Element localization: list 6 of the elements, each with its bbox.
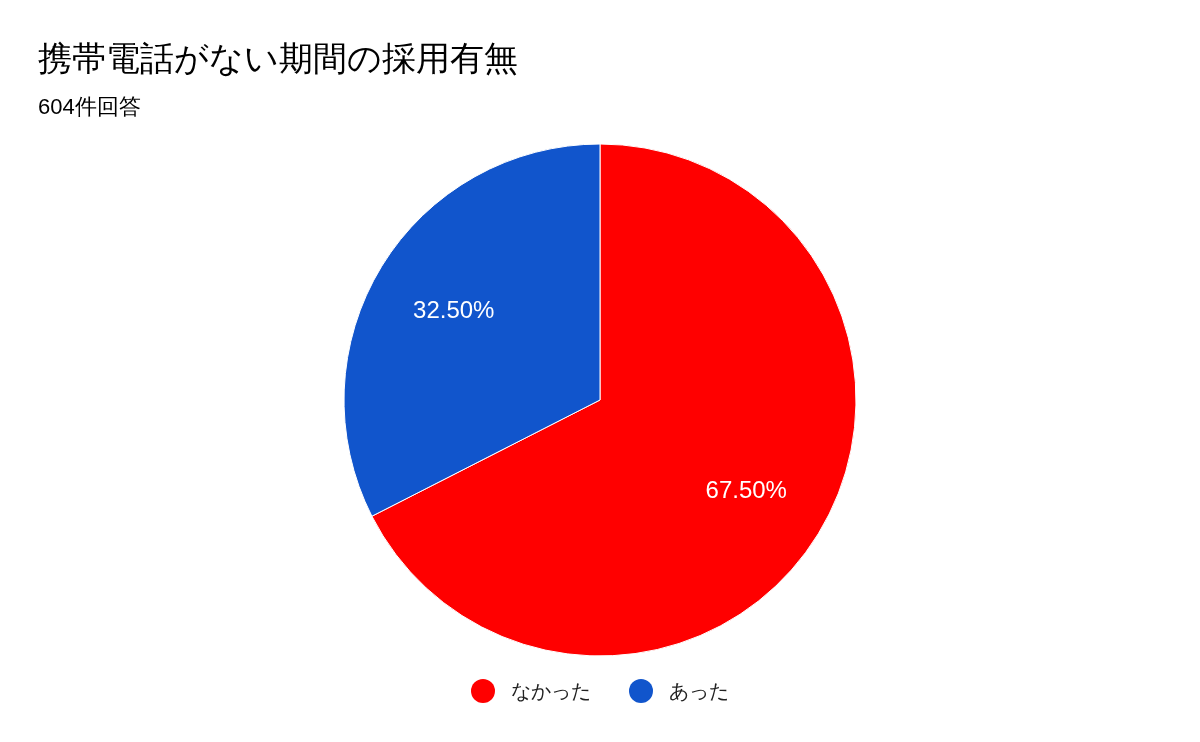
- chart-title: 携帯電話がない期間の採用有無: [38, 39, 518, 77]
- text: 604件回答: [38, 94, 141, 119]
- legend-label: なかった: [511, 680, 591, 702]
- data-label: 32.50%: [413, 296, 495, 324]
- legend-label: あった: [669, 680, 729, 702]
- data-label: 67.50%: [705, 475, 787, 503]
